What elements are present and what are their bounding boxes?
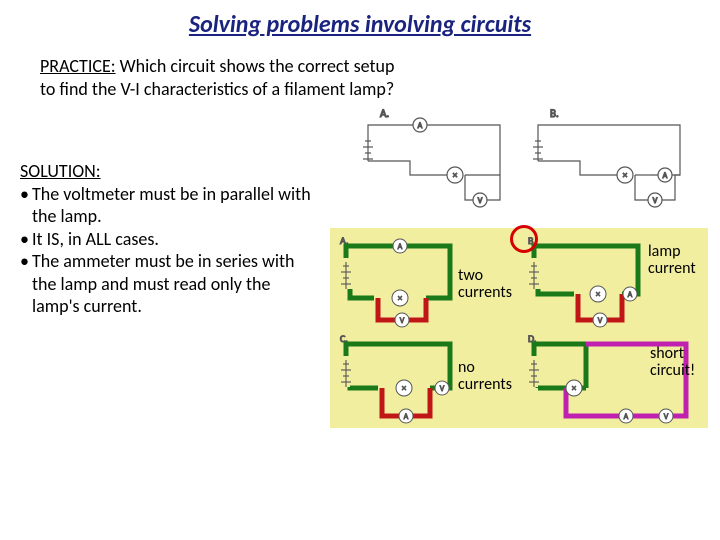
reference-circuits: A. A × V xyxy=(350,105,705,225)
tile-annot: twocurrents xyxy=(458,268,512,302)
ammeter-label: A xyxy=(663,171,668,181)
lamp-icon: × xyxy=(402,383,407,394)
lamp-icon: × xyxy=(572,383,577,394)
bullet-text: It IS, in ALL cases. xyxy=(32,228,159,251)
tile-annot: lampcurrent xyxy=(648,244,696,278)
ammeter-label: A xyxy=(398,242,403,252)
lamp-icon: × xyxy=(398,293,403,304)
practice-text: PRACTICE: Which circuit shows the correc… xyxy=(40,55,400,100)
bullet-item: •The voltmeter must be in parallel with … xyxy=(20,183,320,228)
lamp-icon: × xyxy=(453,170,458,181)
ammeter-label: A xyxy=(418,121,423,131)
practice-lead: PRACTICE: xyxy=(40,55,116,77)
ammeter-label: A xyxy=(404,412,409,422)
voltmeter-label: V xyxy=(664,412,669,422)
ammeter-label: A xyxy=(624,412,629,422)
voltmeter-label: V xyxy=(653,196,658,206)
analysis-panel: A. A xyxy=(330,228,708,428)
voltmeter-label: V xyxy=(598,316,603,326)
voltmeter-label: V xyxy=(400,316,405,326)
voltmeter-label: V xyxy=(478,196,483,206)
voltmeter-label: V xyxy=(440,384,445,394)
ammeter-label: A xyxy=(628,290,633,300)
bullet-item: •The ammeter must be in series with the … xyxy=(20,250,320,318)
solution-block: SOLUTION: •The voltmeter must be in para… xyxy=(20,160,320,318)
label-b: B. xyxy=(550,107,559,120)
lamp-icon: × xyxy=(596,289,601,300)
label-a: A. xyxy=(380,107,389,120)
tile-annot: shortcircuit! xyxy=(650,346,695,380)
bullet-item: •It IS, in ALL cases. xyxy=(20,228,320,251)
page-title: Solving problems involving circuits xyxy=(0,10,720,39)
correct-answer-marker-icon xyxy=(510,225,538,253)
bullet-text: The voltmeter must be in parallel with t… xyxy=(32,183,320,228)
solution-lead: SOLUTION: xyxy=(20,160,320,183)
bullet-text: The ammeter must be in series with the l… xyxy=(32,250,320,318)
lamp-icon: × xyxy=(623,170,628,181)
tile-annot: nocurrents xyxy=(458,360,512,394)
